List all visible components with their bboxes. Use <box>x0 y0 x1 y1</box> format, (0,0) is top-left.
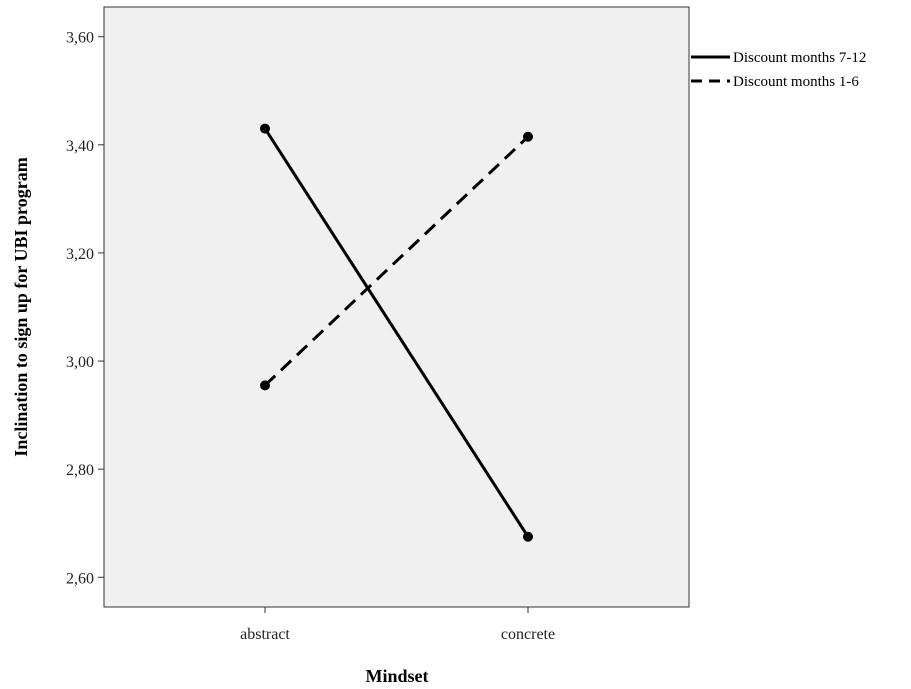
y-tick-label: 2,80 <box>66 462 94 479</box>
y-tick-label: 2,60 <box>66 570 94 587</box>
series-line <box>263 127 530 538</box>
data-point <box>260 380 270 391</box>
legend-label: Discount months 1-6 <box>733 74 859 90</box>
y-axis-title: Inclination to sign up for UBI program <box>11 157 31 456</box>
y-tick-label: 3,40 <box>66 138 94 155</box>
data-point <box>523 131 533 142</box>
x-tick-label: concrete <box>501 626 555 643</box>
data-point <box>523 531 533 542</box>
y-tick-label: 3,60 <box>66 30 94 47</box>
y-tick-label: 3,20 <box>66 246 94 263</box>
x-tick-label: abstract <box>240 626 290 643</box>
x-axis: abstract concrete <box>240 607 555 643</box>
y-axis: 2,60 2,80 3,00 3,20 3,40 3,60 <box>66 30 104 587</box>
legend-label: Discount months 7-12 <box>733 50 866 66</box>
series-layer <box>260 123 533 542</box>
y-tick-label: 3,00 <box>66 354 94 371</box>
plot-area <box>103 6 690 608</box>
x-axis-title: Mindset <box>366 666 429 686</box>
data-point <box>260 123 270 134</box>
legend: Discount months 7-12 Discount months 1-6 <box>691 50 866 90</box>
series-line <box>263 135 530 387</box>
